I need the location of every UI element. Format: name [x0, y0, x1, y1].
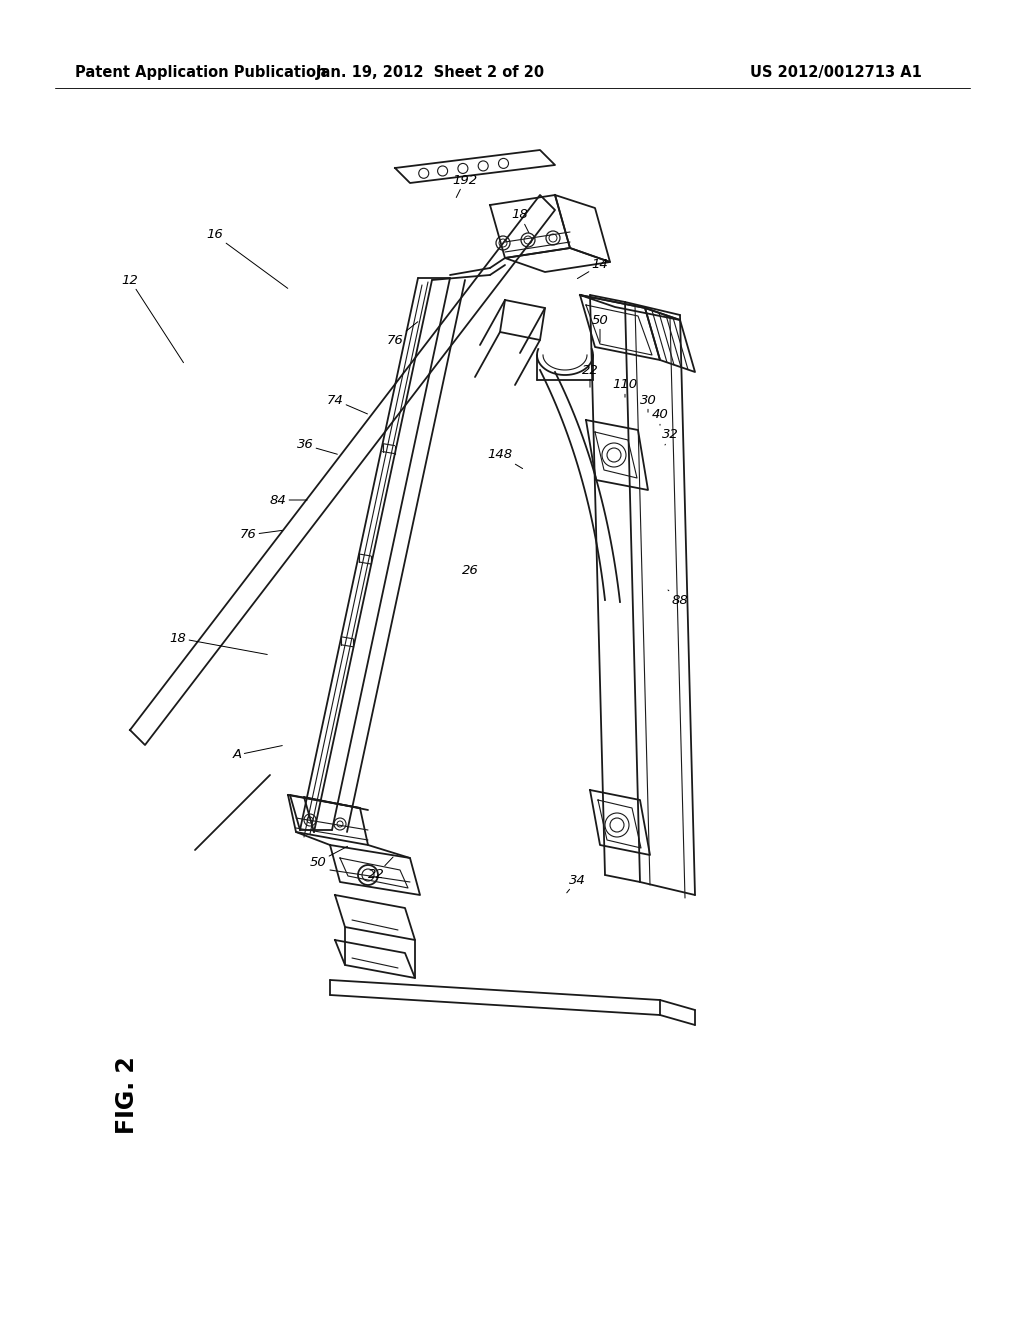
Text: 16: 16 [207, 228, 288, 288]
Text: 22: 22 [368, 857, 393, 882]
Text: 34: 34 [566, 874, 586, 892]
Text: 110: 110 [612, 379, 638, 397]
Text: 40: 40 [651, 408, 669, 425]
Text: 88: 88 [668, 590, 688, 606]
Text: 32: 32 [662, 429, 678, 445]
Text: 36: 36 [297, 438, 337, 454]
Text: US 2012/0012713 A1: US 2012/0012713 A1 [750, 65, 922, 79]
Text: Patent Application Publication: Patent Application Publication [75, 65, 327, 79]
Text: Jan. 19, 2012  Sheet 2 of 20: Jan. 19, 2012 Sheet 2 of 20 [315, 65, 545, 79]
Text: 26: 26 [462, 564, 478, 577]
Text: 192: 192 [453, 173, 477, 198]
Text: 18: 18 [512, 209, 528, 232]
Text: 22: 22 [582, 363, 598, 387]
Text: FIG. 2: FIG. 2 [115, 1056, 139, 1134]
Text: 76: 76 [387, 322, 418, 346]
Text: 30: 30 [640, 393, 656, 412]
Text: 50: 50 [592, 314, 608, 342]
Text: 18: 18 [170, 631, 267, 655]
Text: 148: 148 [487, 449, 522, 469]
Text: 74: 74 [327, 393, 368, 414]
Text: A: A [232, 746, 283, 762]
Text: 14: 14 [578, 259, 608, 279]
Text: 76: 76 [240, 528, 283, 541]
Text: 12: 12 [122, 273, 183, 363]
Text: 84: 84 [269, 494, 307, 507]
Text: 50: 50 [309, 846, 347, 869]
